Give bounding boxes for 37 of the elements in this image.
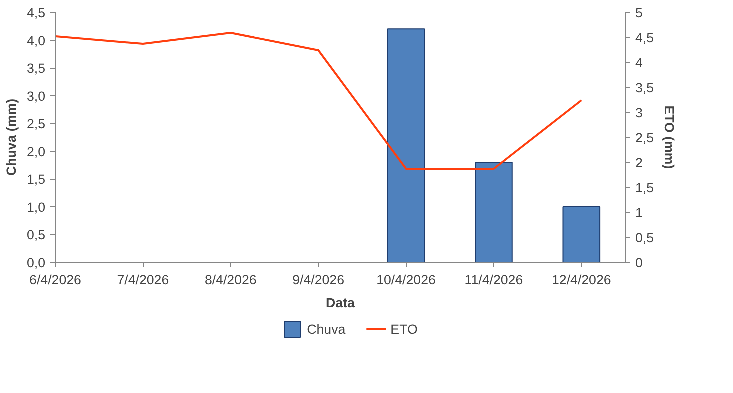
y-tick-label: 2,0 [26, 144, 46, 160]
y-axis-title: Chuva (mm) [4, 98, 19, 176]
x-tick-label: 7/4/2026 [117, 272, 170, 288]
bar [562, 206, 601, 262]
y2-tick-label: 2,5 [636, 130, 654, 146]
y-tick-label: 0,0 [26, 256, 46, 270]
y2-axis-title: ETO (mm) [662, 106, 678, 170]
legend-label: Chuva [307, 322, 346, 336]
y-tick-label: 1,5 [26, 172, 46, 188]
y-tick-label: 4,0 [26, 33, 46, 48]
bar [387, 28, 426, 262]
y2-tick-label: 3,5 [636, 80, 654, 96]
y2-tick-label: 2 [636, 156, 643, 170]
y-tick-label: 1,0 [26, 200, 46, 215]
y-tick-label: 3,5 [26, 61, 46, 76]
x-tick-label: 9/4/2026 [292, 272, 345, 288]
x-axis-title: Data [326, 296, 356, 310]
y2-tick-label: 4,5 [636, 30, 654, 46]
legend-label: ETO [390, 322, 418, 336]
x-tick-label: 11/4/2026 [464, 272, 524, 288]
bar [475, 162, 513, 262]
x-tick-label: 12/4/2026 [552, 272, 612, 288]
y2-tick-label: 4 [636, 56, 644, 70]
x-tick-label: 10/4/2026 [376, 272, 436, 288]
line-series [56, 32, 583, 170]
x-tick-label: 6/4/2026 [30, 272, 82, 288]
y2-tick-label: 5 [636, 6, 643, 20]
y-tick-label: 3,0 [26, 88, 46, 104]
y-tick-label: 0,5 [26, 228, 46, 243]
y-tick-label: 2,5 [26, 116, 46, 132]
y2-tick-label: 0,5 [636, 230, 654, 246]
y2-tick-label: 1 [636, 206, 643, 220]
y2-tick-label: 3 [636, 106, 643, 120]
y2-tick-label: 1,5 [636, 180, 654, 196]
x-tick-label: 8/4/2026 [204, 272, 257, 288]
y-tick-label: 4,5 [26, 6, 46, 20]
y2-tick-label: 0 [636, 256, 643, 270]
